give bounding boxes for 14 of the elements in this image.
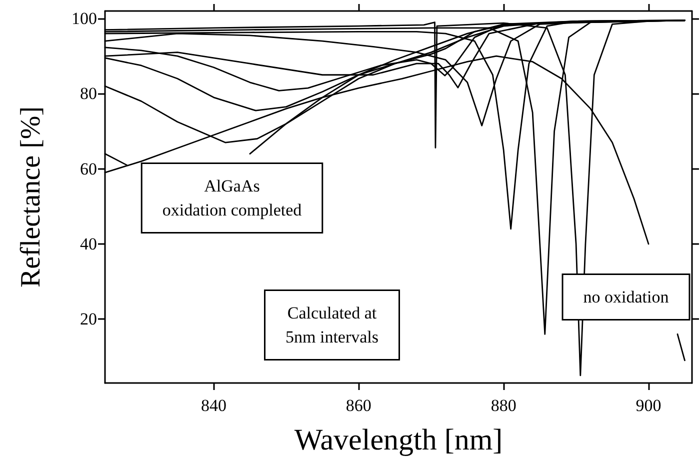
y-tick-label: 60 <box>80 159 97 178</box>
x-tick-label: 880 <box>490 396 516 415</box>
y-tick-label: 40 <box>80 234 97 254</box>
annotation: no oxidation <box>583 288 670 306</box>
x-tick-label: 860 <box>346 396 372 415</box>
x-tick-label: 900 <box>636 396 662 415</box>
annotation: Calculated at 5nm intervals <box>285 304 379 346</box>
annotation: AlGaAs oxidation completed <box>162 176 302 220</box>
y-axis-title: Reflectance [%] <box>16 106 46 288</box>
y-tick-label: 100 <box>72 9 97 28</box>
y-tick-label: 20 <box>80 310 97 329</box>
x-tick-label: 840 <box>200 396 226 415</box>
x-axis-title: Wavelength [nm] <box>294 424 503 456</box>
y-tick-label: 80 <box>80 84 97 104</box>
